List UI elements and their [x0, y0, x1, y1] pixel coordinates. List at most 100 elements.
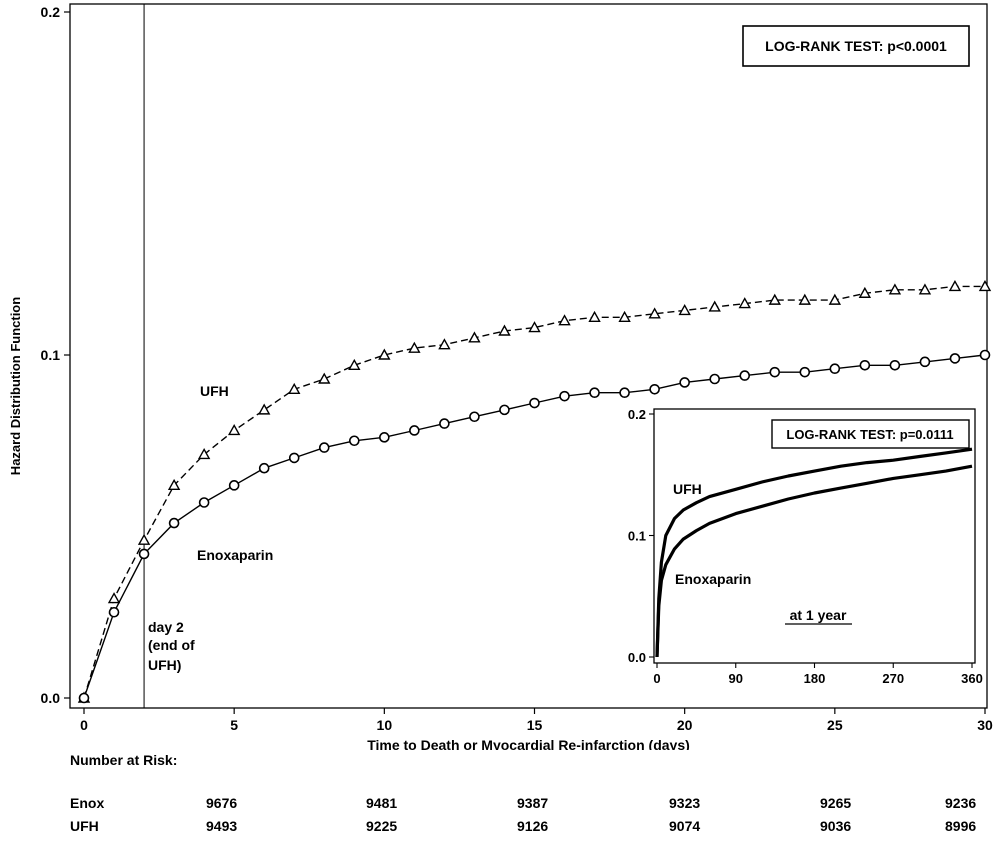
data-point-ufh	[918, 283, 932, 295]
data-point-ufh	[378, 348, 391, 360]
data-point-enoxaparin	[499, 404, 510, 416]
x-tick-label: 5	[230, 717, 238, 733]
data-point-enoxaparin	[799, 366, 811, 378]
data-point-ufh	[708, 300, 721, 312]
risk-value: 9323	[669, 795, 701, 811]
inset-title: at 1 year	[790, 607, 847, 623]
data-point-ufh	[498, 324, 511, 336]
inset-logrank-label: LOG-RANK TEST: p=0.0111	[786, 427, 953, 442]
data-point-enoxaparin	[138, 548, 150, 560]
inset-x-tick-label: 0	[653, 671, 660, 686]
inset-x-tick-label: 180	[804, 671, 826, 686]
risk-row-enox: Enox 9676 9481 9387 9323 9265 9236	[0, 795, 995, 817]
x-tick-label: 20	[677, 717, 693, 733]
data-point-enoxaparin	[529, 397, 540, 409]
data-point-enoxaparin	[78, 692, 90, 704]
data-point-ufh	[648, 307, 661, 319]
risk-value: 9236	[945, 795, 977, 811]
risk-value: 9387	[517, 795, 549, 811]
data-point-ufh	[528, 321, 541, 333]
data-point-ufh	[227, 424, 241, 436]
x-tick-label: 0	[80, 717, 88, 733]
data-point-ufh	[258, 403, 271, 415]
data-point-ufh	[828, 293, 842, 305]
risk-value: 9493	[206, 818, 238, 834]
data-point-enoxaparin	[409, 425, 420, 436]
data-point-ufh	[558, 314, 571, 326]
data-point-enoxaparin	[198, 497, 210, 508]
risk-value: 9036	[820, 818, 852, 834]
data-point-enoxaparin	[559, 390, 570, 402]
data-point-ufh	[858, 286, 872, 298]
data-point-ufh	[438, 338, 451, 350]
inset-x-tick-label: 90	[729, 671, 743, 686]
logrank-label: LOG-RANK TEST: p<0.0001	[765, 38, 947, 54]
risk-value: 9225	[366, 818, 398, 834]
data-point-enoxaparin	[318, 442, 330, 453]
risk-value: 9074	[669, 818, 701, 834]
data-point-ufh	[978, 279, 992, 292]
data-point-ufh	[107, 592, 121, 604]
series-label-ufh: UFH	[200, 383, 229, 399]
y-tick-label: 0.1	[41, 347, 61, 363]
data-point-enoxaparin	[889, 359, 901, 371]
data-point-ufh	[288, 382, 301, 394]
x-axis-label: Time to Death or Myocardial Re-infarctio…	[367, 737, 690, 750]
risk-value: 9676	[206, 795, 238, 811]
inset-plot: 0.0 0.1 0.2 0 90 180 270 360 LOG-RANK TEST: p=0.…	[628, 407, 983, 686]
inset-x-tick-label: 270	[882, 671, 904, 686]
x-tick-label: 10	[377, 717, 393, 733]
data-point-enoxaparin	[589, 387, 600, 399]
data-point-ufh	[137, 533, 151, 545]
y-tick-label: 0.2	[41, 4, 61, 20]
data-point-ufh	[888, 283, 902, 295]
data-point-enoxaparin	[739, 370, 751, 381]
data-point-enoxaparin	[258, 462, 270, 474]
data-point-ufh	[588, 310, 601, 322]
inset-x-tick-label: 360	[961, 671, 983, 686]
data-point-ufh	[678, 303, 691, 316]
data-point-enoxaparin	[979, 349, 991, 361]
data-point-ufh	[768, 293, 781, 305]
day2-annotation: (end of	[148, 637, 195, 653]
logrank-box	[742, 25, 970, 67]
inset-series-label-ufh: UFH	[673, 481, 702, 497]
data-point-ufh	[618, 310, 631, 322]
data-point-ufh	[408, 341, 421, 353]
y-axis-label: Hazard Distribution Function	[8, 297, 23, 475]
risk-row-label: Enox	[70, 795, 105, 811]
x-tick-label: 15	[527, 717, 543, 733]
risk-table-title: Number at Risk:	[70, 752, 178, 768]
data-point-ufh	[738, 297, 751, 309]
risk-row-label: UFH	[70, 818, 99, 834]
data-point-ufh	[167, 478, 181, 491]
inset-y-tick-label: 0.2	[628, 407, 646, 422]
inset-series-line-enoxaparin	[655, 464, 973, 658]
inset-series-line-ufh	[655, 447, 973, 658]
main-plot: 0.0 0.1 0.2 0 5 10 15 20 25 30 Time to Death or My…	[8, 3, 993, 750]
inset-y-tick-label: 0.1	[628, 529, 646, 544]
risk-value: 9265	[820, 795, 852, 811]
data-point-enoxaparin	[168, 517, 180, 529]
data-point-enoxaparin	[829, 363, 841, 375]
data-point-ufh	[197, 448, 211, 460]
data-point-enoxaparin	[679, 377, 690, 388]
x-tick-label: 25	[827, 717, 843, 733]
data-point-enoxaparin	[439, 418, 450, 429]
data-point-enoxaparin	[379, 432, 390, 443]
inset-y-tick-label: 0.0	[628, 650, 646, 665]
data-point-enoxaparin	[228, 480, 240, 491]
data-point-enoxaparin	[769, 366, 781, 378]
data-point-enoxaparin	[619, 387, 630, 399]
data-point-ufh	[468, 331, 481, 343]
risk-value: 9481	[366, 795, 398, 811]
data-point-enoxaparin	[348, 435, 360, 447]
data-point-enoxaparin	[108, 606, 120, 618]
inset-series-label-enoxaparin: Enoxaparin	[675, 571, 751, 587]
day2-annotation: UFH)	[148, 657, 181, 673]
hazard-chart: 0.0 0.1 0.2 0 5 10 15 20 25 30 Time to Death or My…	[8, 3, 993, 750]
data-point-enoxaparin	[469, 411, 480, 423]
data-point-enoxaparin	[859, 359, 871, 371]
data-point-ufh	[318, 372, 331, 384]
risk-value: 8996	[945, 818, 977, 834]
